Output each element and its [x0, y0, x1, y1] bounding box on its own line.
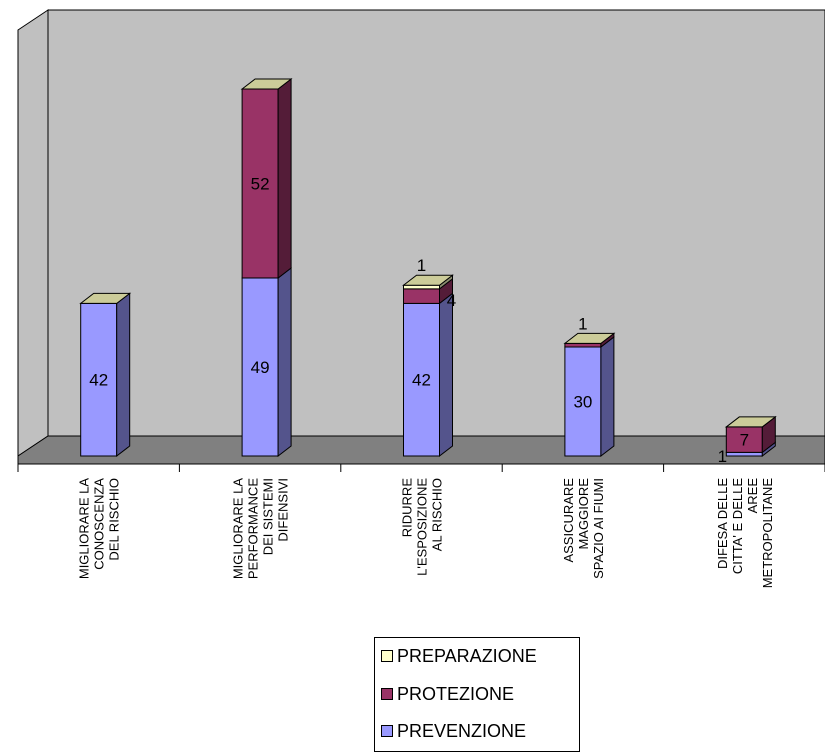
legend-swatch-preparazione	[381, 650, 393, 662]
legend-item-protezione: PROTEZIONE	[381, 681, 514, 707]
data-label: 1	[578, 314, 587, 333]
x-tick-label: ASSICURARE MAGGIORE SPAZIO AI FIUMI	[561, 478, 606, 579]
x-tick-label-line: ASSICURARE	[561, 478, 576, 563]
data-label: 4	[447, 291, 456, 310]
bar-side-prevenzione-0	[116, 292, 131, 458]
x-tick-label-line: CITTA' E DELLE	[730, 478, 745, 574]
bar-top-3	[563, 332, 616, 344]
x-tick-label-line: AL RISCHIO	[430, 478, 445, 551]
bar-prevenzione-0	[80, 302, 118, 457]
bar-prevenzione-1	[241, 277, 279, 457]
x-tick-label-line: DEL RISCHIO	[107, 478, 122, 561]
x-tick-label-line: MAGGIORE	[576, 478, 591, 550]
bar-top-1	[240, 78, 293, 90]
x-tick-label-line: DEI SISTEMI	[261, 478, 276, 555]
data-label: 42	[412, 371, 431, 390]
x-tick-label-line: PERFORMANCE	[246, 478, 261, 579]
bar-preparazione-2	[403, 284, 440, 290]
x-tick-label: DIFESA DELLE CITTA' E DELLE AREE METROPOLIT…	[715, 478, 775, 589]
bar-top-2	[402, 274, 454, 286]
data-label: 7	[740, 431, 749, 450]
x-tick-label-line: RIDURRE	[400, 478, 415, 538]
bar-protezione-3	[564, 342, 602, 348]
legend-label-prevenzione: PREVENZIONE	[397, 720, 527, 741]
x-tick-label-line: DIFESA DELLE	[715, 478, 730, 569]
x-tick-label-line: L'ESPOSIZIONE	[415, 478, 430, 576]
x-tick-label: MIGLIORARE LA PERFORMANCE DEI SISTEMI DIFEN…	[231, 478, 291, 579]
data-label: 49	[251, 358, 270, 377]
x-tick-label-line: AREE	[745, 478, 760, 514]
bar-side-prevenzione-1	[277, 266, 292, 458]
legend: PREPARAZIONE PROTEZIONE PREVENZIONE	[374, 637, 580, 752]
bar-protezione-2	[403, 288, 440, 304]
left-wall	[17, 9, 49, 457]
bar-top-4	[724, 416, 777, 428]
x-tick-label-line: DIFENSIVI	[276, 478, 291, 542]
legend-item-prevenzione: PREVENZIONE	[381, 718, 526, 744]
bar-side-protezione-1	[277, 78, 292, 279]
bar-prevenzione-4	[725, 451, 763, 457]
x-tick-label-line: SPAZIO AI FIUMI	[591, 478, 606, 579]
x-tick-label: RIDURRE L'ESPOSIZIONE AL RISCHIO	[400, 478, 445, 576]
x-tick-label-line: METROPOLITANE	[760, 478, 775, 589]
bar-top-0	[79, 292, 132, 304]
x-tick-label-line: MIGLIORARE LA	[77, 478, 92, 579]
data-label: 30	[573, 393, 592, 412]
bar-protezione-4	[725, 426, 763, 453]
bar-prevenzione-3	[564, 346, 602, 457]
bar-side-prevenzione-2	[439, 292, 453, 458]
bar-side-prevenzione-3	[600, 335, 615, 458]
data-label: 42	[89, 371, 108, 390]
legend-swatch-protezione	[381, 688, 393, 700]
data-label: 1	[718, 447, 727, 466]
legend-label-preparazione: PREPARAZIONE	[397, 645, 537, 666]
legend-item-preparazione: PREPARAZIONE	[381, 643, 537, 669]
x-tick-label-line: CONOSCENZA	[92, 478, 107, 570]
legend-label-protezione: PROTEZIONE	[397, 683, 515, 704]
bar-prevenzione-2	[403, 302, 440, 457]
x-tick-label-line: MIGLIORARE LA	[231, 478, 246, 579]
x-tick-label: MIGLIORARE LA CONOSCENZA DEL RISCHIO	[77, 478, 122, 579]
data-label: 1	[417, 256, 426, 275]
legend-swatch-prevenzione	[381, 725, 393, 737]
data-label: 52	[251, 175, 270, 194]
